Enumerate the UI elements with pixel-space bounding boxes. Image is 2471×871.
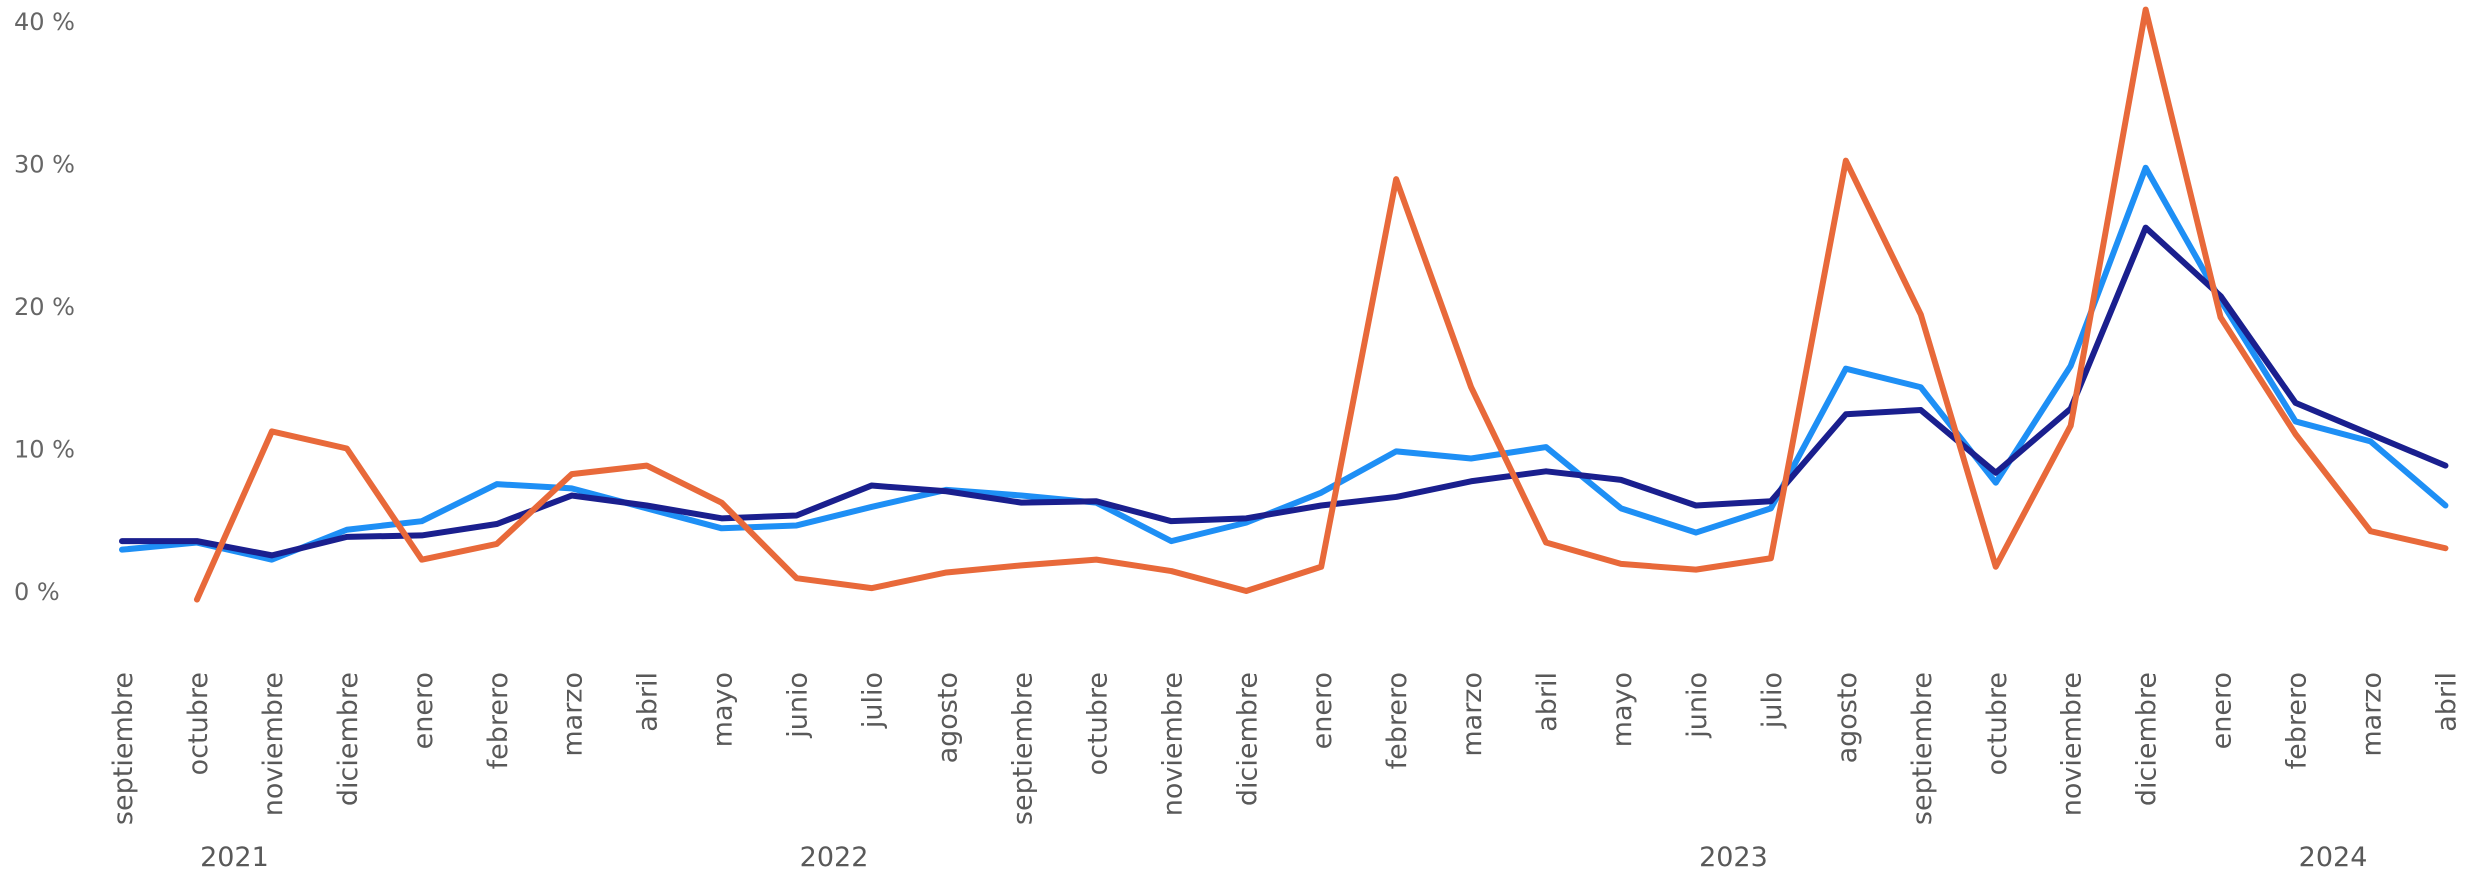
x-tick-label: febrero bbox=[2282, 672, 2313, 769]
y-tick-label: 30 % bbox=[14, 151, 75, 179]
x-tick-label: enero bbox=[2207, 672, 2238, 749]
x-tick-label: diciembre bbox=[2132, 672, 2163, 806]
x-tick-label: septiembre bbox=[108, 672, 139, 825]
x-tick-label: noviembre bbox=[258, 672, 289, 816]
x-tick-label: diciembre bbox=[1232, 672, 1263, 806]
x-tick-label: agosto bbox=[932, 672, 963, 763]
x-tick-label: septiembre bbox=[1907, 672, 1938, 825]
x-tick-label: mayo bbox=[708, 672, 739, 747]
x-tick-label: octubre bbox=[1982, 672, 2013, 775]
x-tick-label: marzo bbox=[558, 672, 589, 757]
x-tick-label: marzo bbox=[2357, 672, 2388, 757]
y-axis-tick-labels: 0 % 10 % 20 % 30 % 40 % bbox=[14, 8, 75, 606]
x-tick-label: febrero bbox=[1382, 672, 1413, 769]
x-tick-label: agosto bbox=[1832, 672, 1863, 763]
x-tick-label: octubre bbox=[1082, 672, 1113, 775]
x-tick-label: abril bbox=[1532, 672, 1563, 732]
x-tick-label: junio bbox=[783, 672, 814, 739]
year-label: 2023 bbox=[1699, 842, 1768, 871]
series-line-1 bbox=[119, 164, 2449, 563]
x-tick-label: mayo bbox=[1607, 672, 1638, 747]
x-tick-label: octubre bbox=[183, 672, 214, 775]
x-tick-label: septiembre bbox=[1007, 672, 1038, 825]
y-tick-label: 40 % bbox=[14, 8, 75, 36]
year-label: 2022 bbox=[800, 842, 869, 871]
y-tick-label: 10 % bbox=[14, 436, 75, 464]
year-label: 2021 bbox=[200, 842, 269, 871]
year-label: 2024 bbox=[2299, 842, 2368, 871]
series-lines bbox=[119, 6, 2449, 603]
x-tick-label: abril bbox=[633, 672, 664, 732]
x-tick-label: marzo bbox=[1457, 672, 1488, 757]
x-axis-month-labels: septiembre octubre noviembre diciembre enero… bbox=[108, 672, 2462, 825]
series-line-2 bbox=[119, 224, 2449, 559]
x-tick-label: diciembre bbox=[333, 672, 364, 806]
x-axis-year-labels: 2021 2022 2023 2024 bbox=[200, 842, 2367, 871]
y-tick-label: 20 % bbox=[14, 293, 75, 321]
y-tick-label: 0 % bbox=[14, 578, 60, 606]
x-tick-label: febrero bbox=[483, 672, 514, 769]
series-line-3 bbox=[193, 6, 2449, 603]
x-tick-label: junio bbox=[1682, 672, 1713, 739]
x-tick-label: abril bbox=[2431, 672, 2462, 732]
x-tick-label: julio bbox=[1757, 672, 1788, 729]
x-tick-label: noviembre bbox=[1157, 672, 1188, 816]
x-tick-label: enero bbox=[408, 672, 439, 749]
x-tick-label: enero bbox=[1307, 672, 1338, 749]
x-tick-label: julio bbox=[858, 672, 889, 729]
x-tick-label: noviembre bbox=[2057, 672, 2088, 816]
